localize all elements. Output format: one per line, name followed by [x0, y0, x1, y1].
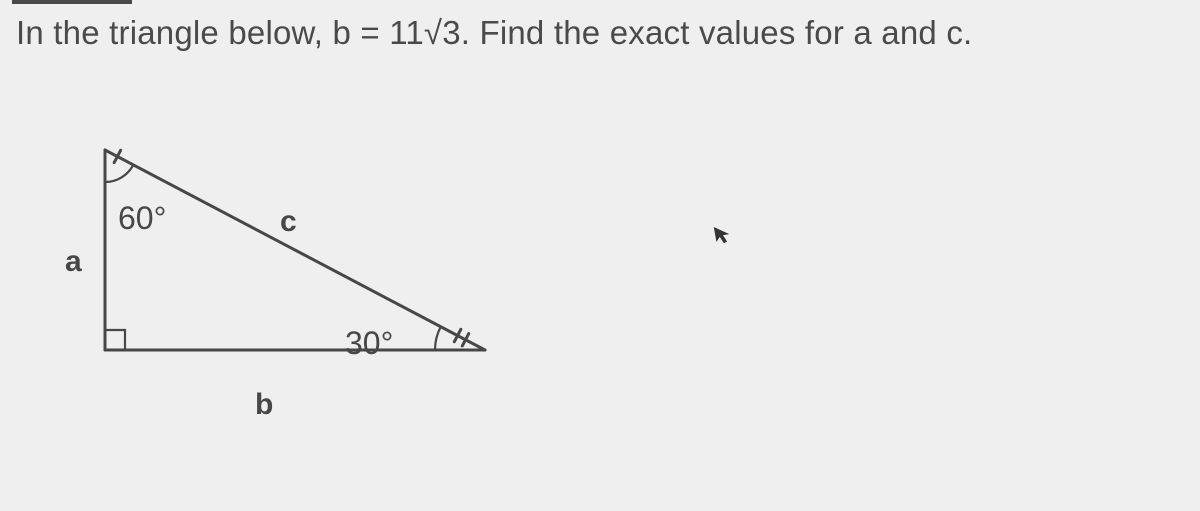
triangle-svg: [30, 130, 550, 430]
cursor-icon: [713, 224, 733, 251]
question-text: In the triangle below, b = 11√3. Find th…: [16, 14, 972, 52]
side-a-label: a: [65, 245, 82, 279]
side-b-label: b: [255, 388, 273, 422]
angle-30-label: 30°: [345, 325, 393, 362]
triangle-diagram: a b c 60° 30°: [30, 130, 550, 430]
top-rule: [12, 0, 132, 4]
angle-60-label: 60°: [118, 200, 166, 237]
worksheet-page: In the triangle below, b = 11√3. Find th…: [0, 0, 1200, 511]
side-c-label: c: [280, 205, 297, 239]
